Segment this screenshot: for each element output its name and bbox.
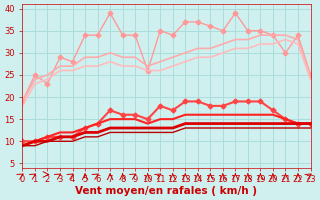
X-axis label: Vent moyen/en rafales ( km/h ): Vent moyen/en rafales ( km/h ) — [76, 186, 258, 196]
